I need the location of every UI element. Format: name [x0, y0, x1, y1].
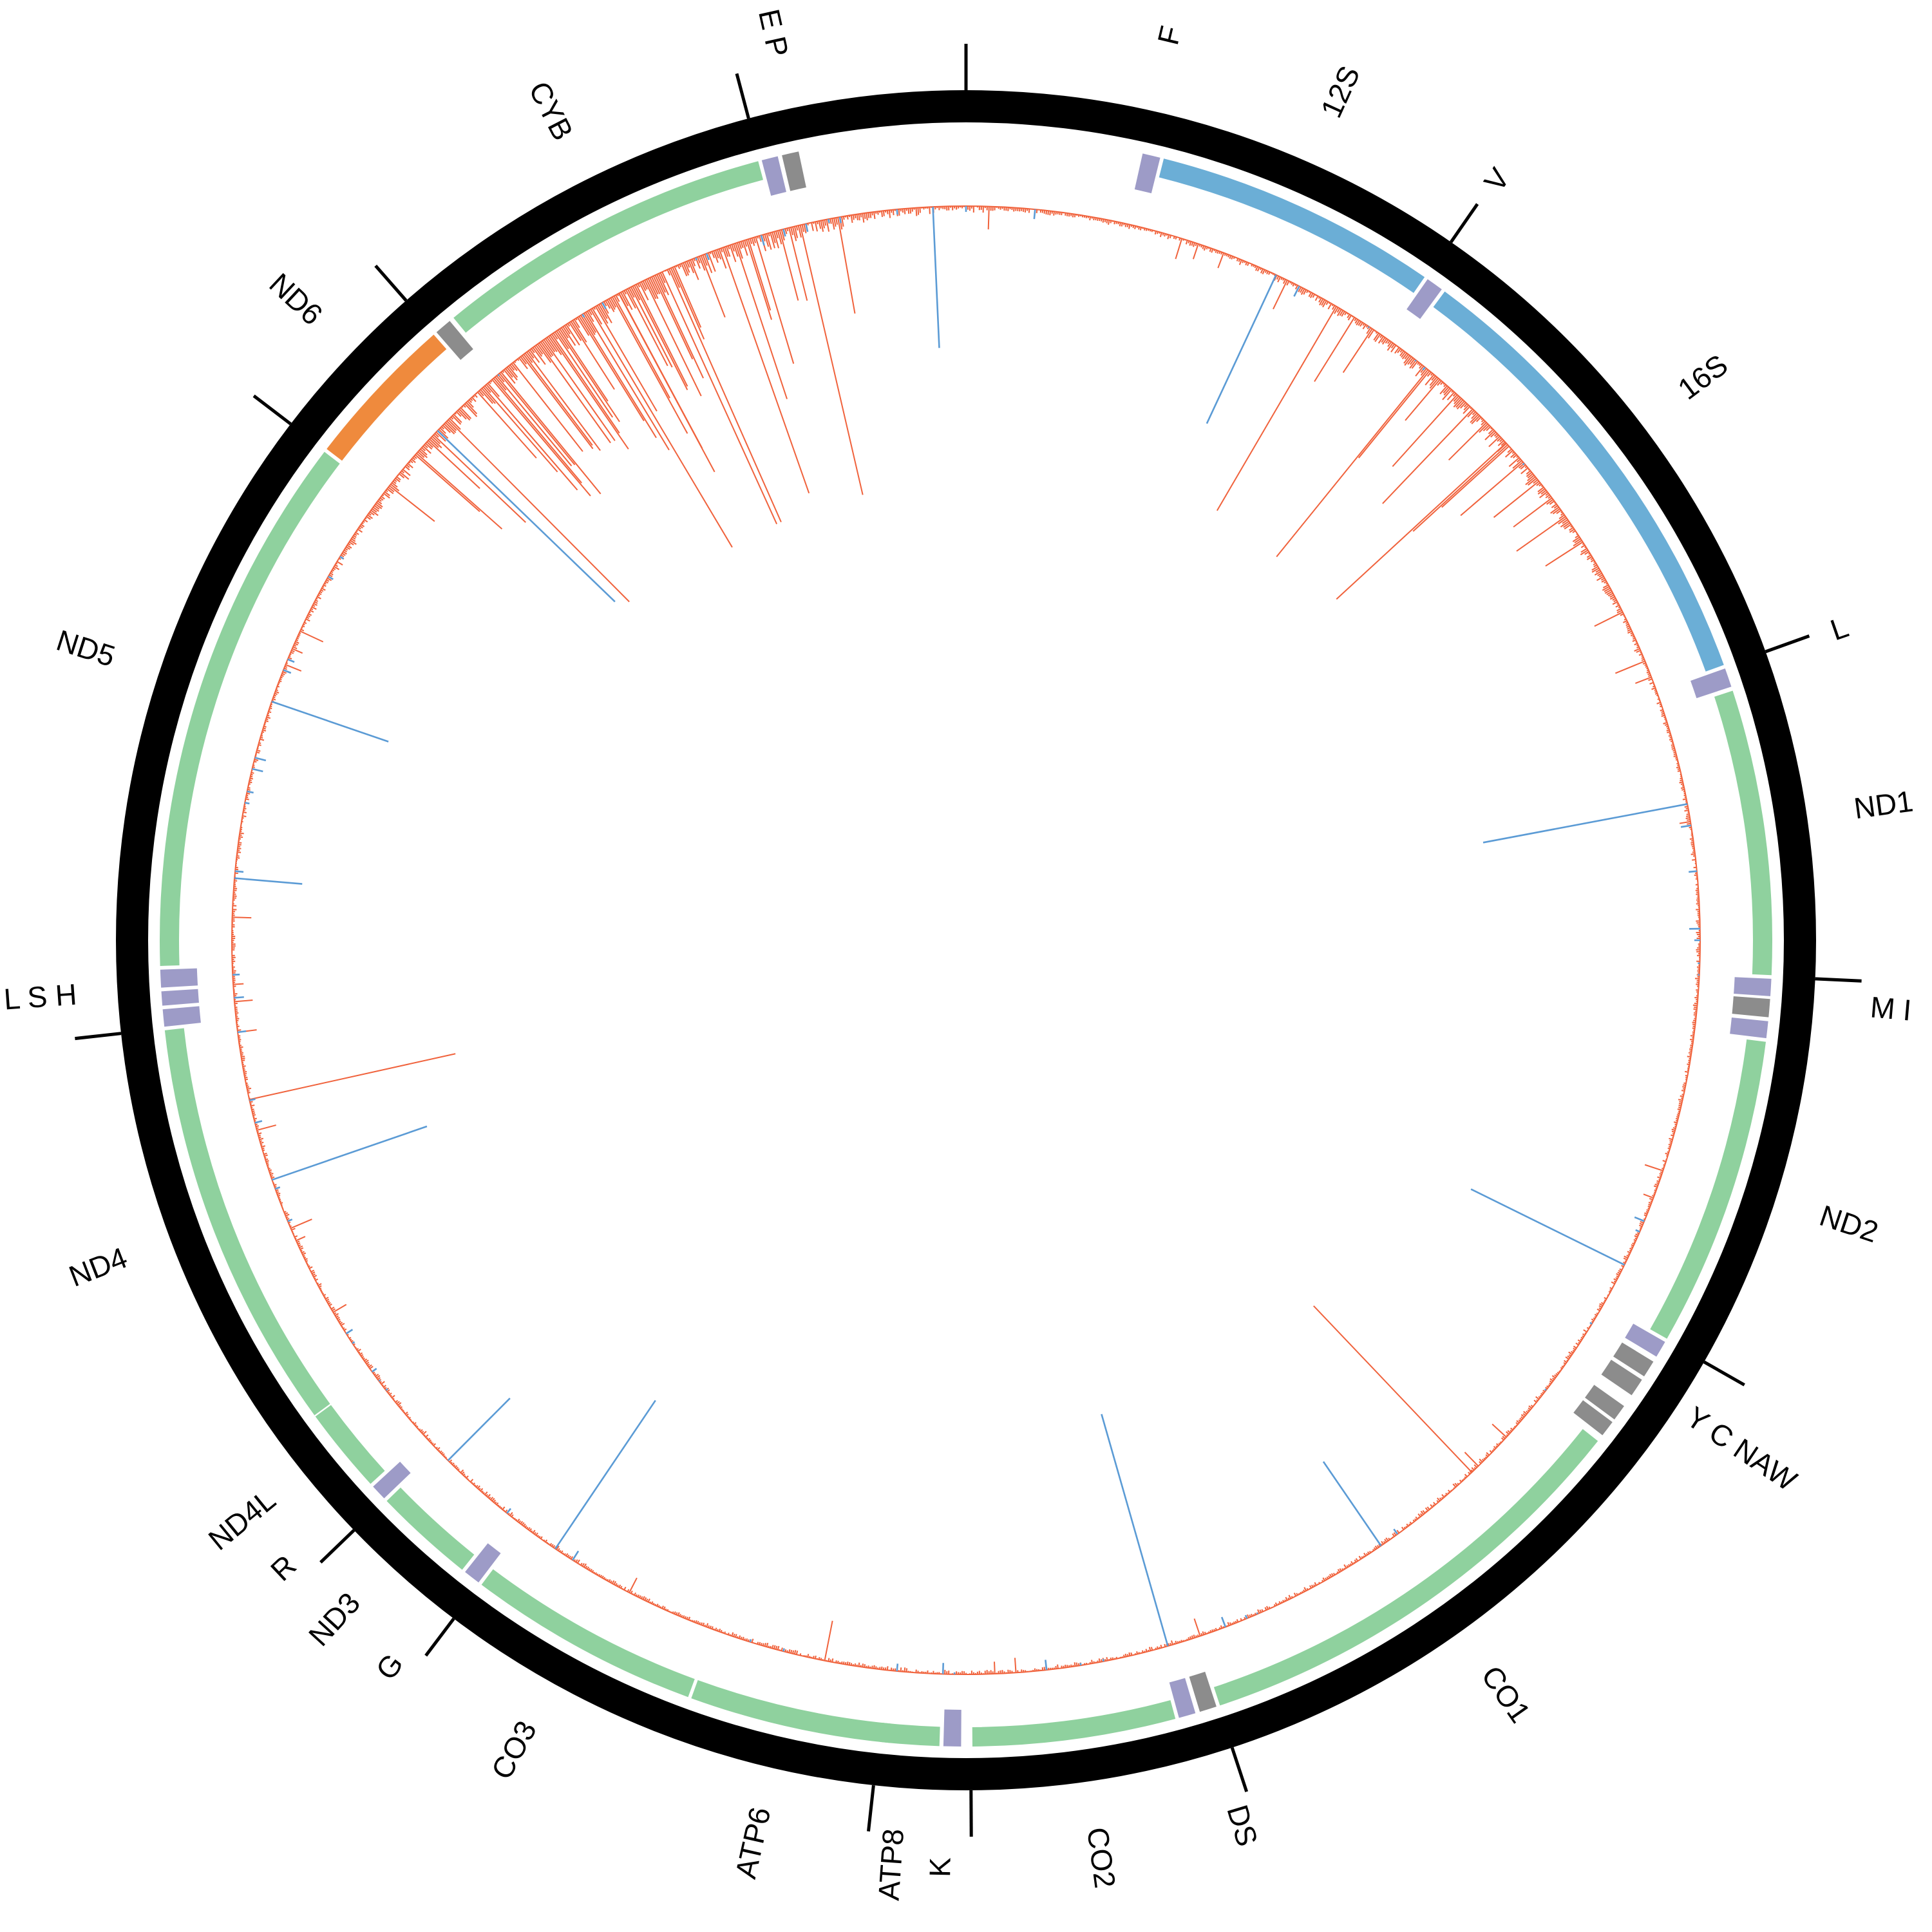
- svg-text:L S H: L S H: [3, 978, 78, 1016]
- svg-text:K: K: [923, 1857, 957, 1877]
- svg-text:ATP8: ATP8: [871, 1828, 910, 1902]
- svg-text:M I: M I: [1869, 990, 1913, 1027]
